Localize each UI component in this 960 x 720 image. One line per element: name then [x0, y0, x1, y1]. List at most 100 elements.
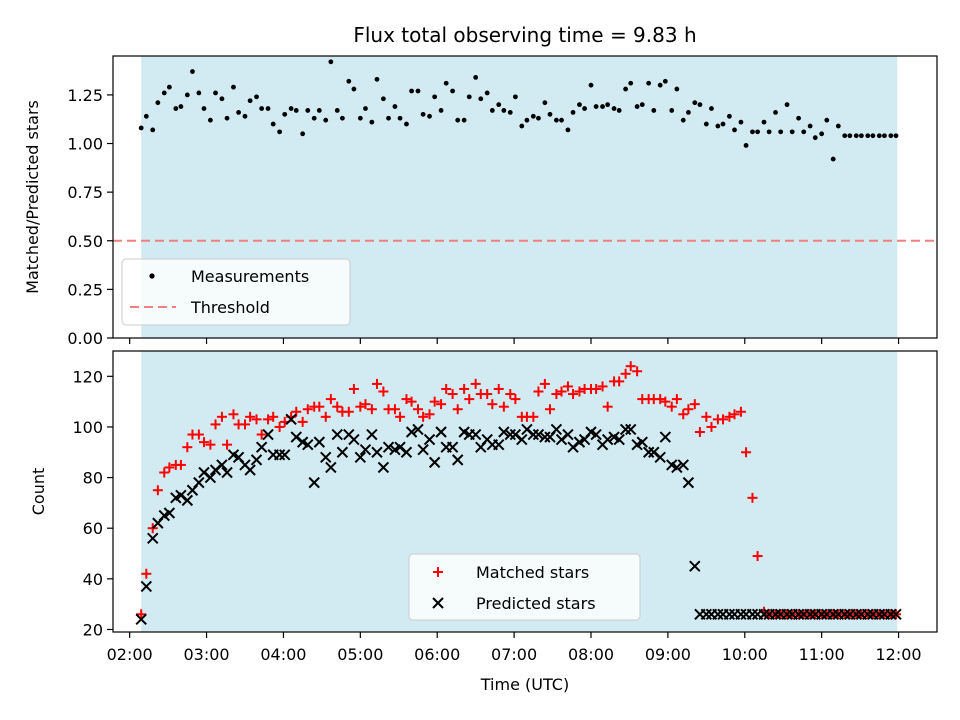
measurement-point [305, 108, 311, 113]
predicted-star-point [516, 433, 528, 446]
measurement-point [178, 104, 184, 109]
matched-star-point [683, 404, 694, 415]
predicted-star-point [769, 608, 782, 620]
matched-star-point [447, 389, 458, 400]
predicted-star-point [601, 433, 614, 446]
measurement-point [703, 121, 709, 127]
measurement-point [409, 88, 414, 94]
matched-star-point [198, 437, 209, 448]
predicted-star-point [308, 476, 320, 489]
top-x-ticks [129, 338, 900, 344]
predicted-star-point [302, 438, 314, 451]
y-tick-label: 40 [83, 570, 103, 589]
predicted-star-point [221, 466, 233, 479]
measurement-point [662, 78, 668, 84]
measurement-point [323, 117, 329, 123]
matched-star-point [418, 411, 429, 422]
measurement-point [512, 94, 518, 100]
measurement-point [473, 74, 479, 80]
matched-star-point [216, 411, 227, 422]
measurement-point [207, 117, 213, 123]
matched-star-point [562, 381, 573, 392]
measurement-point [743, 143, 749, 148]
matched-star-point [620, 368, 631, 379]
predicted-legend-label: Predicted stars [476, 594, 596, 613]
predicted-star-point [712, 608, 724, 620]
matched-star-point [429, 396, 440, 407]
predicted-star-point [348, 433, 360, 446]
measurement-point [657, 82, 663, 88]
predicted-star-point [498, 426, 510, 438]
measurement-point [882, 133, 887, 139]
matched-star-point [297, 416, 308, 427]
measurement-point [386, 115, 391, 121]
predicted-star-point [417, 444, 429, 456]
matched-star-point [724, 411, 735, 422]
matched-star-point [498, 401, 509, 412]
x-axis-label: Time (UTC) [480, 675, 569, 694]
measurement-point [466, 94, 472, 100]
predicted-star-point [163, 507, 176, 519]
matched-star-point [355, 401, 366, 412]
measurement-point [161, 90, 167, 96]
measurement-point [893, 133, 899, 139]
measurement-point [715, 123, 721, 129]
predicted-star-point [689, 560, 701, 572]
predicted-star-point [636, 436, 648, 448]
predicted-star-point [532, 428, 545, 441]
matched-star-point [482, 389, 493, 400]
top-measurements [138, 59, 899, 162]
predicted-star-point [354, 451, 367, 464]
matched-star-point [597, 381, 608, 392]
matched-star-point [222, 439, 233, 450]
measurement-point [865, 133, 871, 139]
matched-star-point [459, 383, 470, 394]
measurement-point [536, 115, 541, 121]
measurement-point [651, 108, 657, 113]
predicted-star-point [590, 428, 602, 441]
predicted-star-point [885, 608, 897, 620]
measurement-point [570, 110, 576, 115]
y-tick-label: 1.25 [67, 86, 103, 105]
predicted-star-point [682, 476, 695, 489]
matched-star-point [505, 389, 516, 400]
predicted-star-point [539, 431, 551, 443]
measurement-point [288, 106, 294, 111]
y-tick-label: 0.50 [67, 232, 103, 251]
matched-star-point [625, 361, 636, 372]
predicted-star-point [400, 446, 413, 458]
measurement-point [374, 76, 380, 82]
measurement-point [685, 110, 691, 115]
predicted-star-point [746, 608, 759, 620]
matched-star-point [752, 551, 763, 562]
matched-star-point [268, 411, 279, 422]
matched-star-point [332, 401, 343, 412]
predicted-star-point [273, 449, 286, 461]
matched-star-point [717, 414, 728, 425]
top-y-axis-label: Matched/Predicted stars [23, 100, 42, 294]
predicted-star-point [642, 446, 655, 458]
matched-star-point [544, 404, 555, 415]
measurement-point [547, 111, 553, 117]
measurement-point [577, 102, 582, 108]
x-tick-label: 06:00 [414, 645, 460, 664]
predicted-star-point [147, 532, 159, 545]
measurement-point [438, 108, 444, 113]
measurement-point [853, 133, 859, 139]
y-tick-label: 0.75 [67, 183, 103, 202]
matched-star-point [574, 386, 585, 397]
matched-star-point [591, 383, 602, 394]
x-tick-label: 09:00 [645, 645, 691, 664]
measurement-point [761, 119, 767, 125]
measurement-point [346, 78, 352, 84]
predicted-star-point [792, 608, 805, 620]
measurement-point [801, 129, 807, 135]
matched-star-point [729, 409, 740, 420]
measurement-point [530, 113, 536, 119]
measurement-point [807, 123, 813, 129]
measurement-point [876, 133, 882, 139]
predicted-star-point [562, 428, 574, 441]
matched-star-point [152, 485, 163, 496]
predicted-star-point [659, 431, 672, 443]
measurement-point [254, 94, 259, 100]
